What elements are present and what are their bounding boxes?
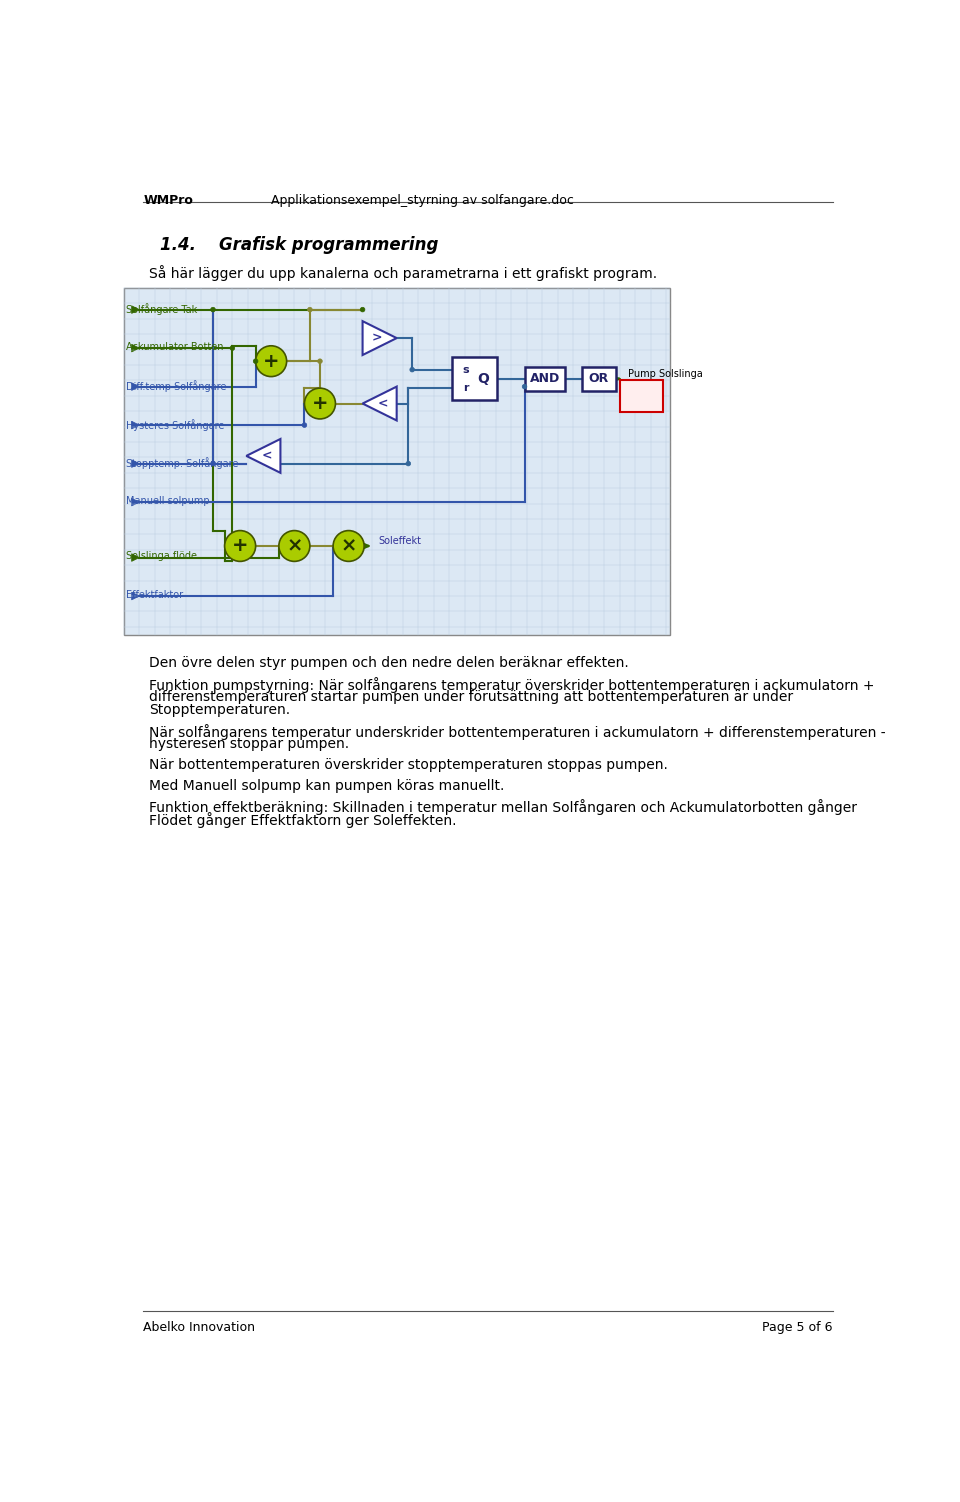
- Circle shape: [406, 461, 411, 466]
- Text: Stopptemp. Solfångare: Stopptemp. Solfångare: [126, 458, 239, 469]
- Polygon shape: [363, 321, 396, 354]
- Text: r: r: [463, 383, 468, 394]
- Text: Q: Q: [477, 372, 489, 386]
- Bar: [524, 366, 564, 391]
- Text: Hysteres Solfångare: Hysteres Solfångare: [126, 419, 225, 431]
- Circle shape: [210, 308, 215, 312]
- Bar: [620, 380, 662, 412]
- Text: Page 5 of 6: Page 5 of 6: [762, 1322, 833, 1334]
- Polygon shape: [132, 306, 139, 314]
- Text: Diff.temp Solfångare: Diff.temp Solfångare: [126, 380, 227, 392]
- Text: Manuell solpump: Manuell solpump: [126, 496, 210, 506]
- Text: Solslinga flöde: Solslinga flöde: [126, 551, 197, 562]
- Polygon shape: [132, 592, 139, 599]
- Text: När bottentemperaturen överskrider stopptemperaturen stoppas pumpen.: När bottentemperaturen överskrider stopp…: [150, 757, 668, 772]
- Circle shape: [304, 388, 335, 419]
- Polygon shape: [247, 439, 280, 473]
- Bar: [452, 357, 497, 400]
- Text: WMPro: WMPro: [143, 194, 193, 207]
- Text: Stopptemperaturen.: Stopptemperaturen.: [150, 703, 291, 716]
- Text: Abelko Innovation: Abelko Innovation: [143, 1322, 255, 1334]
- Circle shape: [360, 308, 365, 312]
- Text: Så här lägger du upp kanalerna och parametrarna i ett grafiskt program.: Så här lägger du upp kanalerna och param…: [150, 264, 658, 281]
- Circle shape: [230, 345, 234, 350]
- Circle shape: [307, 308, 312, 312]
- Circle shape: [278, 530, 310, 562]
- Text: >: >: [372, 332, 382, 344]
- Polygon shape: [132, 421, 139, 430]
- Text: AND: AND: [530, 372, 560, 386]
- Text: differenstemperaturen startar pumpen under förutsättning att bottentemperaturen : differenstemperaturen startar pumpen und…: [150, 689, 794, 704]
- Text: Med Manuell solpump kan pumpen köras manuellt.: Med Manuell solpump kan pumpen köras man…: [150, 778, 505, 793]
- Circle shape: [255, 345, 287, 377]
- Text: <: <: [377, 397, 388, 410]
- Text: ×: ×: [341, 536, 357, 556]
- Text: När solfångarens temperatur underskrider bottentemperaturen i ackumulatorn + dif: När solfångarens temperatur underskrider…: [150, 724, 886, 740]
- Text: s: s: [463, 365, 469, 374]
- Text: Applikationsexempel_styrning av solfangare.doc: Applikationsexempel_styrning av solfanga…: [271, 194, 574, 207]
- Circle shape: [302, 422, 307, 428]
- Text: +: +: [312, 394, 328, 413]
- Text: Effektfaktor: Effektfaktor: [126, 590, 183, 599]
- Text: +: +: [232, 536, 249, 556]
- Circle shape: [410, 368, 415, 372]
- Text: ×: ×: [286, 536, 302, 556]
- Text: Funktion effektberäkning: Skillnaden i temperatur mellan Solfångaren och Ackumul: Funktion effektberäkning: Skillnaden i t…: [150, 799, 857, 816]
- Polygon shape: [132, 383, 139, 391]
- Polygon shape: [132, 499, 139, 506]
- Text: Soleffekt: Soleffekt: [378, 536, 421, 547]
- Circle shape: [522, 385, 527, 389]
- Text: Ackumulator Botten: Ackumulator Botten: [126, 342, 224, 351]
- Text: Solfångare Tak: Solfångare Tak: [126, 303, 198, 315]
- Text: Pump Solslinga: Pump Solslinga: [628, 369, 703, 379]
- Circle shape: [225, 530, 255, 562]
- Text: Funktion pumpstyrning: När solfångarens temperatur överskrider bottentemperature: Funktion pumpstyrning: När solfångarens …: [150, 677, 875, 692]
- Text: <: <: [261, 449, 272, 463]
- Bar: [124, 288, 670, 634]
- Circle shape: [333, 530, 364, 562]
- Bar: [582, 366, 616, 391]
- Polygon shape: [132, 554, 139, 562]
- Circle shape: [253, 359, 258, 363]
- Text: Flödet gånger Effektfaktorn ger Soleffekten.: Flödet gånger Effektfaktorn ger Soleffek…: [150, 813, 457, 829]
- Text: +: +: [263, 351, 279, 371]
- Text: 1.4.    Grafisk programmering: 1.4. Grafisk programmering: [160, 236, 439, 254]
- Polygon shape: [132, 344, 139, 351]
- Circle shape: [318, 359, 323, 363]
- Polygon shape: [363, 386, 396, 421]
- Text: Den övre delen styr pumpen och den nedre delen beräknar effekten.: Den övre delen styr pumpen och den nedre…: [150, 656, 629, 670]
- Polygon shape: [132, 460, 139, 467]
- Text: OR: OR: [588, 372, 609, 386]
- Text: hysteresen stoppar pumpen.: hysteresen stoppar pumpen.: [150, 737, 349, 751]
- Circle shape: [210, 461, 215, 466]
